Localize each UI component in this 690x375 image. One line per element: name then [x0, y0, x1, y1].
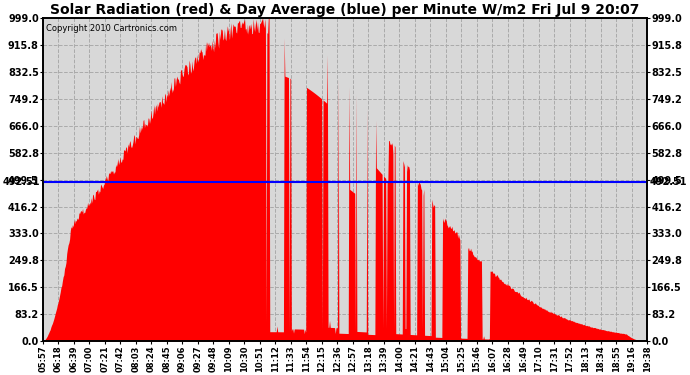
Title: Solar Radiation (red) & Day Average (blue) per Minute W/m2 Fri Jul 9 20:07: Solar Radiation (red) & Day Average (blu… — [50, 3, 640, 17]
Text: 492.51: 492.51 — [3, 177, 40, 187]
Text: Copyright 2010 Cartronics.com: Copyright 2010 Cartronics.com — [46, 24, 177, 33]
Text: 492.51: 492.51 — [650, 177, 687, 187]
